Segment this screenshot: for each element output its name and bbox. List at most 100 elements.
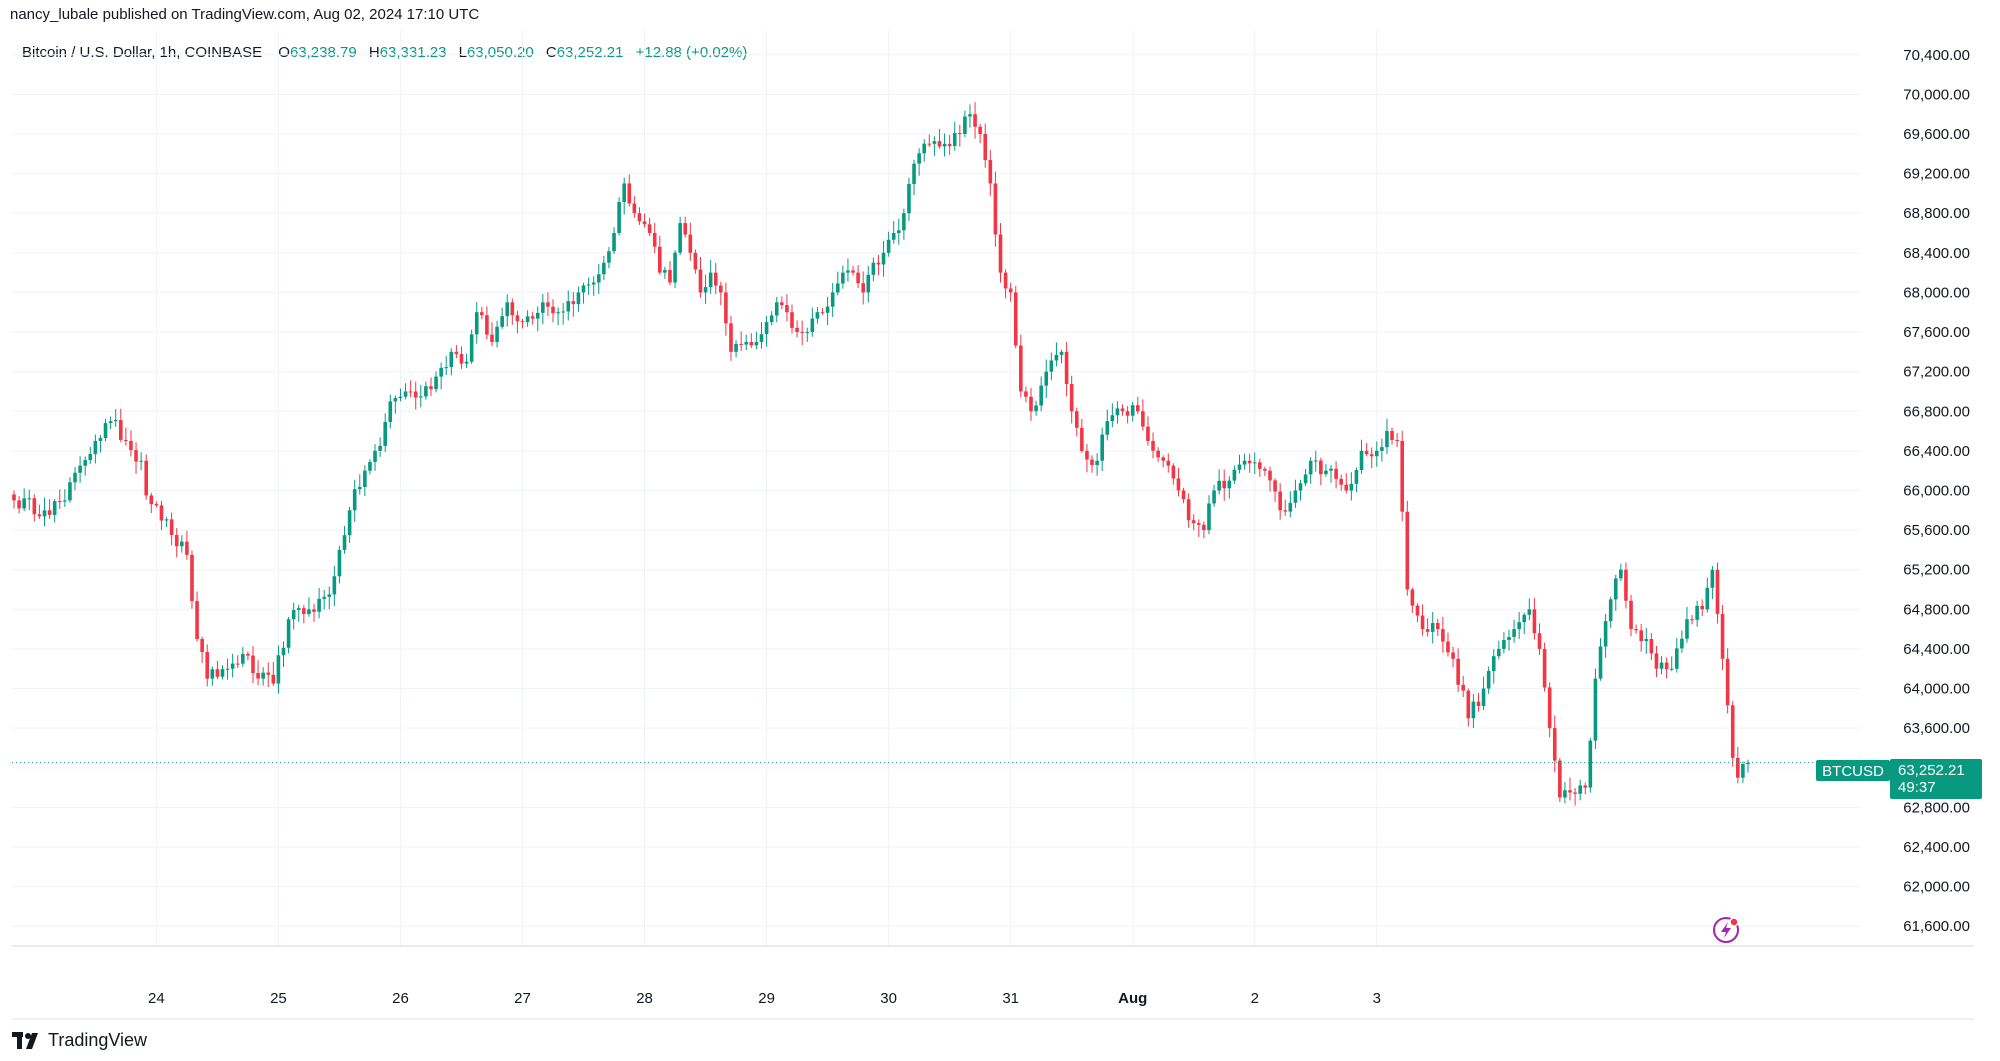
footer-branding[interactable]: TradingView	[12, 1030, 147, 1051]
candle-body	[602, 262, 606, 275]
candle-body	[647, 224, 652, 234]
candle-body	[576, 292, 581, 305]
price-chart[interactable]: 70,400.00 70,000.00 69,600.00 69,200.00 68,8…	[0, 0, 2000, 1030]
candle-body	[154, 504, 159, 506]
symbol-title[interactable]: Bitcoin / U.S. Dollar, 1h, COINBASE	[22, 44, 263, 61]
candle-body	[1685, 619, 1689, 639]
candle-body	[251, 655, 255, 673]
candle-body	[98, 438, 103, 441]
candle-body	[1008, 288, 1013, 293]
candle-body	[963, 116, 967, 134]
candle-body	[1446, 641, 1450, 653]
candle-body	[739, 343, 743, 345]
y-tick-label: 66,800.00	[1903, 403, 1970, 420]
candle-body	[663, 269, 667, 273]
candle-body	[891, 233, 896, 240]
candle-body	[139, 460, 143, 462]
candle-body	[1659, 662, 1664, 669]
candle-body	[1166, 460, 1171, 466]
candle-body	[835, 283, 840, 293]
candle-body	[1064, 351, 1069, 385]
candle-body	[1329, 468, 1333, 471]
candle-body	[1100, 434, 1104, 461]
high-value: 63,331.23	[379, 44, 447, 61]
ticker-label: BTCUSD	[1822, 763, 1884, 780]
candle-body	[1736, 757, 1740, 778]
candle-body	[1522, 614, 1527, 623]
y-tick-label: 62,400.00	[1903, 839, 1970, 856]
candle-body	[1034, 405, 1038, 412]
candle-body	[1120, 408, 1125, 412]
candle-body	[958, 133, 962, 135]
time-axis[interactable]: 24 25 26 27 28 29 30 31 Aug 2 3	[148, 990, 1381, 1007]
candle-body	[230, 663, 235, 669]
candle-body	[220, 669, 225, 677]
candle-body	[1420, 615, 1425, 630]
candle-body	[790, 312, 794, 328]
candle-body	[469, 334, 474, 362]
candle-body	[596, 274, 601, 283]
candle-body	[1639, 630, 1643, 642]
candle-body	[907, 183, 911, 214]
candle-body	[302, 608, 306, 615]
candle-body	[912, 163, 916, 184]
candle-body	[1730, 705, 1735, 758]
candle-body	[1242, 460, 1247, 465]
candle-body	[57, 501, 62, 503]
candle-body	[1725, 658, 1730, 706]
candle-body	[1222, 480, 1227, 489]
candle-body	[724, 292, 728, 324]
candle-body	[373, 450, 377, 462]
candle-body	[774, 302, 779, 316]
candle-body	[917, 153, 921, 164]
candle-body	[164, 519, 169, 521]
candle-body	[1207, 503, 1211, 531]
tradingview-logo-icon	[12, 1031, 42, 1050]
candle-body	[1380, 447, 1384, 451]
candle-body	[1680, 638, 1684, 649]
price-label: 63,252.21	[1898, 762, 1965, 779]
lightning-bolt-icon[interactable]	[1713, 917, 1739, 943]
candle-body	[617, 202, 621, 234]
candle-body	[1629, 600, 1633, 630]
candle-body	[566, 301, 571, 312]
candle-body	[1024, 391, 1028, 397]
candle-body	[942, 143, 947, 147]
candle-body	[403, 391, 408, 397]
candle-body	[464, 361, 469, 364]
candle-body	[1746, 762, 1750, 765]
candle-body	[1181, 490, 1186, 500]
candle-body	[1156, 450, 1160, 458]
y-tick-label: 63,600.00	[1903, 720, 1970, 737]
y-tick-label: 69,600.00	[1903, 126, 1970, 143]
candle-body	[1080, 427, 1084, 451]
price-axis[interactable]: 70,400.00 70,000.00 69,600.00 69,200.00 68,8…	[1903, 47, 1970, 935]
candle-body	[668, 269, 672, 283]
candle-body	[591, 282, 596, 285]
candle-body	[1339, 478, 1343, 485]
candle-body	[210, 669, 215, 679]
x-tick-label: Aug	[1118, 990, 1147, 1007]
candle-body	[1013, 292, 1018, 346]
candle-body	[88, 454, 93, 461]
candle-body	[713, 272, 718, 286]
candle-body	[1654, 653, 1659, 669]
candle-body	[968, 114, 972, 117]
candle-body	[1141, 411, 1145, 427]
candle-body	[800, 332, 804, 334]
candle-body	[1669, 668, 1674, 670]
candle-body	[856, 272, 860, 284]
x-tick-label: 27	[514, 990, 531, 1007]
candle-body	[393, 398, 398, 402]
candle-body	[190, 554, 194, 602]
candle-body	[134, 450, 138, 462]
candle-body	[820, 312, 825, 314]
candle-body	[332, 576, 337, 595]
candle-body	[841, 272, 845, 284]
candle-body	[1090, 459, 1094, 465]
candle-body	[520, 321, 525, 323]
candle-body	[1268, 470, 1272, 481]
candle-body	[673, 252, 677, 283]
candle-body	[1237, 464, 1242, 470]
candle-body	[1497, 648, 1501, 657]
